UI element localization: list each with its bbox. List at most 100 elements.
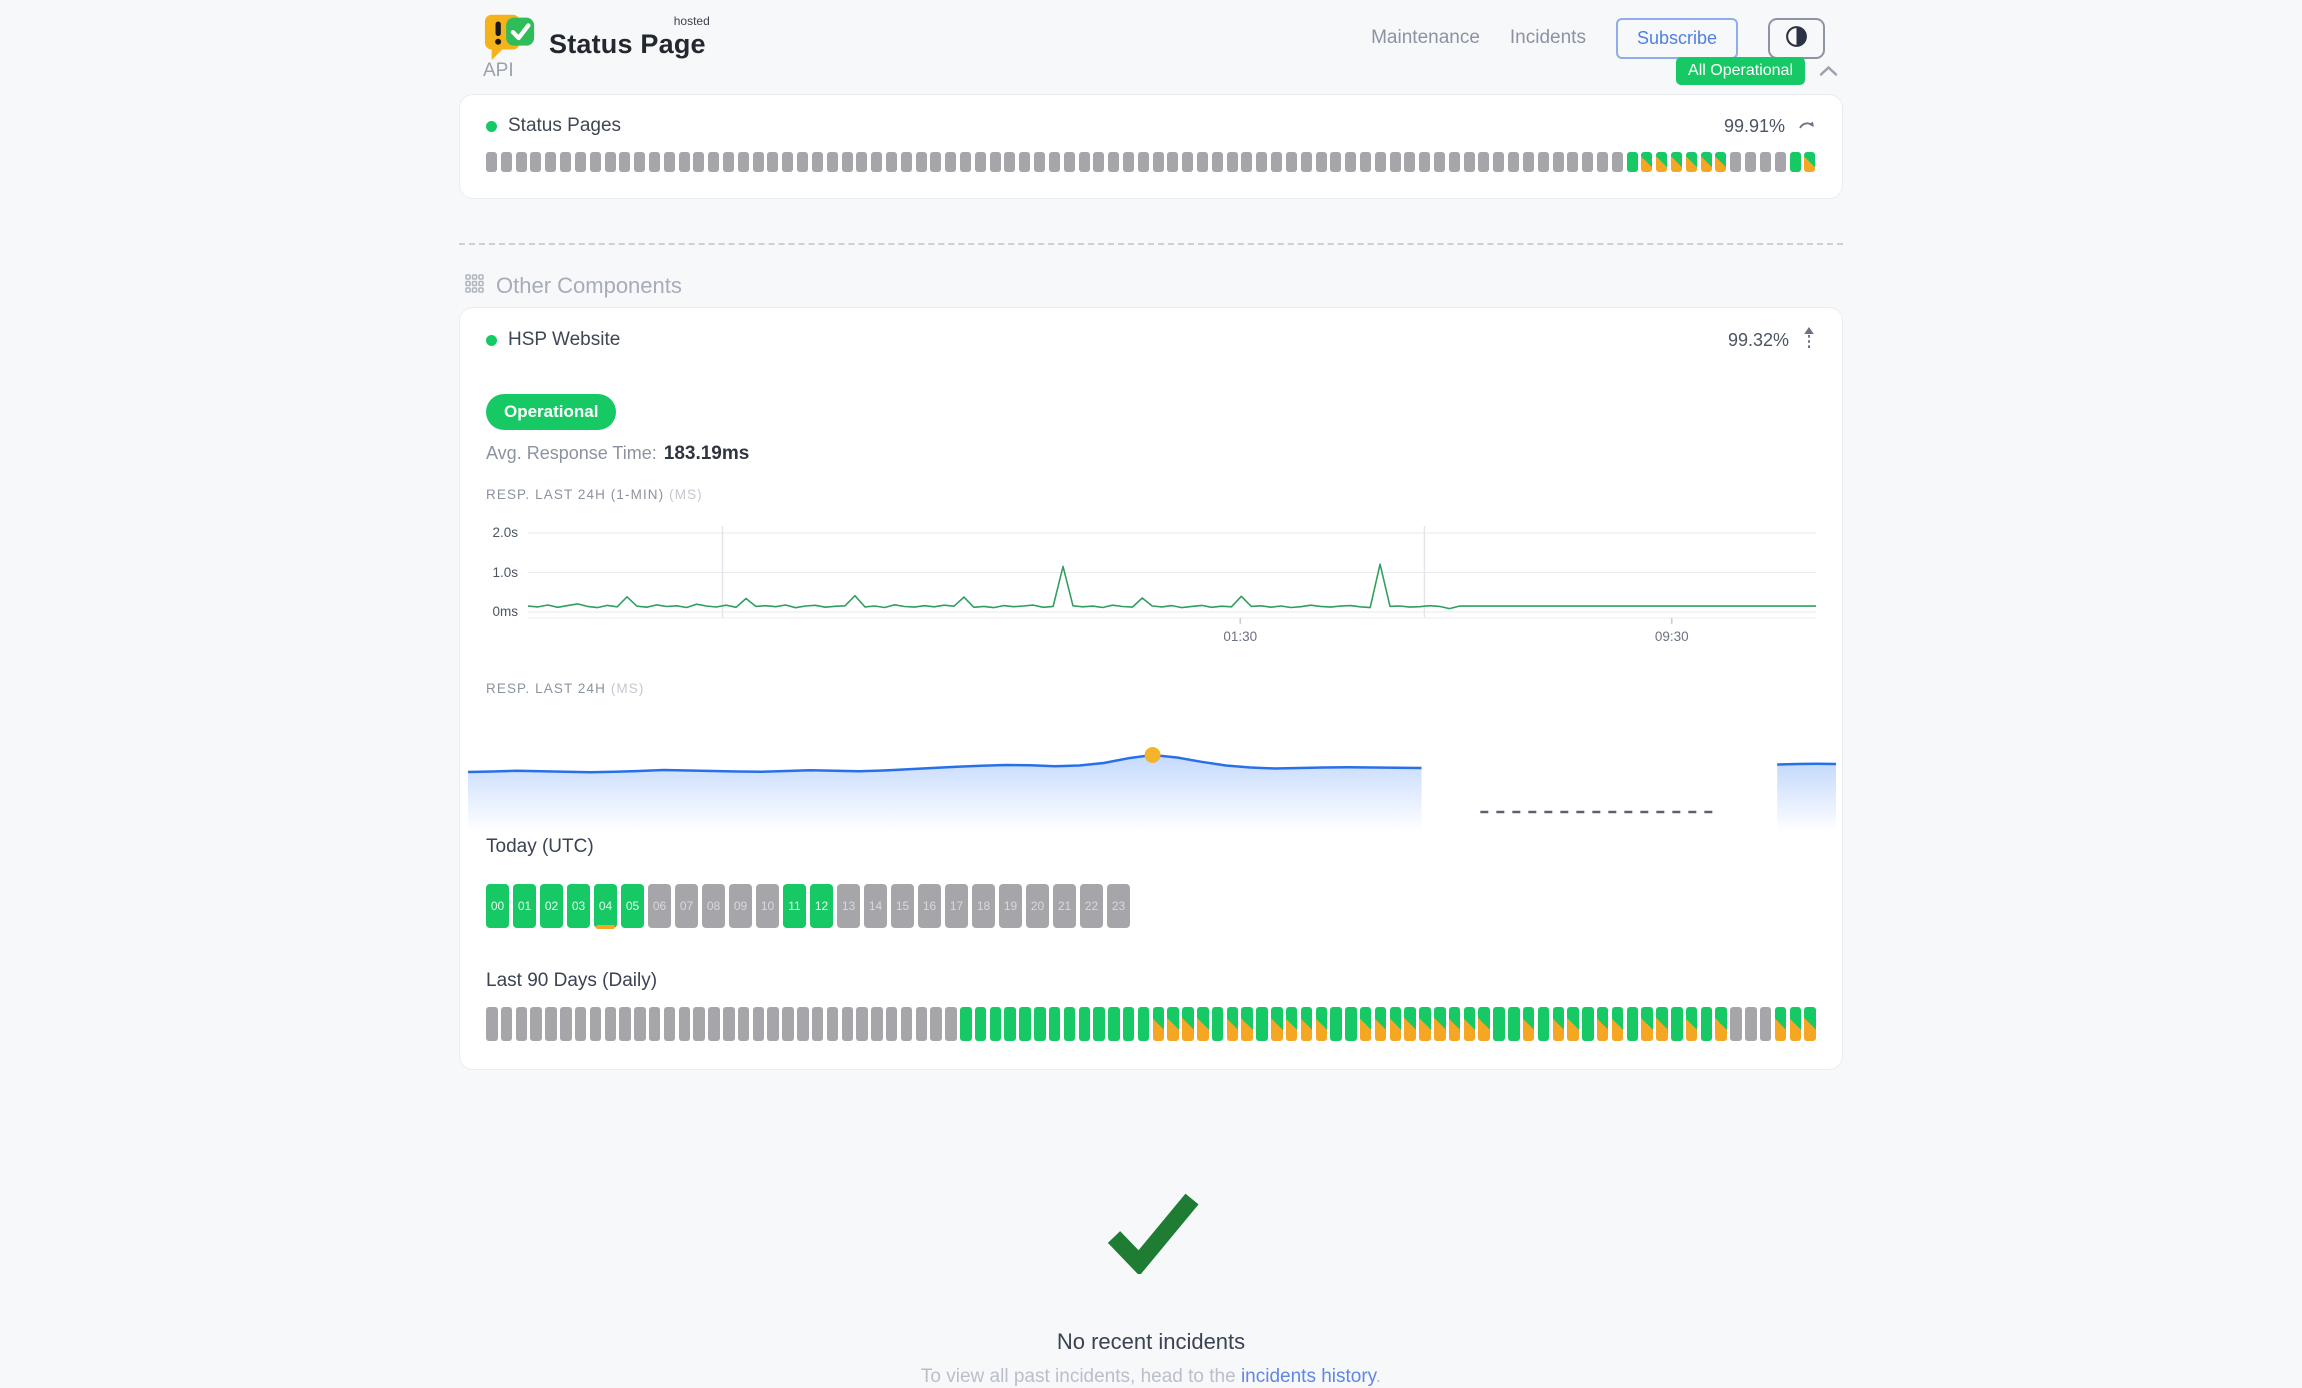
uptime-cell-na[interactable]	[1419, 152, 1431, 172]
hour-block-19[interactable]: 19	[999, 884, 1022, 928]
uptime-cell-na[interactable]	[486, 1007, 498, 1041]
uptime-cell-na[interactable]	[960, 152, 971, 172]
uptime-cell-na[interactable]	[1137, 152, 1149, 172]
hour-block-11[interactable]: 11	[783, 884, 806, 928]
uptime-cell-na[interactable]	[663, 152, 675, 172]
subscribe-button[interactable]: Subscribe	[1615, 17, 1738, 59]
uptime-cell-deg[interactable]	[1596, 1007, 1609, 1041]
uptime-cell-ok[interactable]	[1789, 152, 1801, 172]
uptime-cell-ok[interactable]	[1137, 1007, 1150, 1041]
uptime-cell-na[interactable]	[782, 1007, 794, 1041]
uptime-cell-ok[interactable]	[1078, 1007, 1090, 1041]
uptime-cell-na[interactable]	[1596, 152, 1608, 172]
uptime-cell-ok[interactable]	[1582, 1007, 1594, 1041]
uptime-cell-ok[interactable]	[1108, 1007, 1120, 1041]
uptime-cell-deg[interactable]	[1685, 1007, 1698, 1041]
uptime-cell-na[interactable]	[1730, 152, 1742, 172]
uptime-cell-na[interactable]	[589, 152, 601, 172]
uptime-cell-na[interactable]	[1404, 152, 1416, 172]
uptime-cell-na[interactable]	[708, 1007, 720, 1041]
uptime-cell-ok[interactable]	[1330, 1007, 1342, 1041]
uptime-cell-na[interactable]	[752, 1007, 765, 1041]
uptime-cell-ok[interactable]	[960, 1007, 972, 1041]
uptime-cell-na[interactable]	[1345, 152, 1357, 172]
uptime-cell-ok[interactable]	[1004, 1007, 1016, 1041]
hour-block-00[interactable]: 00	[486, 884, 509, 928]
logo[interactable]: hosted Status Page	[483, 9, 710, 68]
uptime-cell-na[interactable]	[634, 1007, 646, 1041]
uptime-cell-deg[interactable]	[1300, 1007, 1313, 1041]
uptime-cell-na[interactable]	[515, 152, 527, 172]
chart2-highlight-dot[interactable]	[1144, 747, 1161, 763]
hour-block-16[interactable]: 16	[918, 884, 941, 928]
hour-block-20[interactable]: 20	[1026, 884, 1049, 928]
uptime-cell-na[interactable]	[930, 152, 942, 172]
uptime-cell-ok[interactable]	[974, 1007, 987, 1041]
uptime-cell-na[interactable]	[545, 1007, 557, 1041]
uptime-cell-na[interactable]	[826, 1007, 839, 1041]
uptime-cell-deg[interactable]	[1404, 1007, 1416, 1041]
uptime-cell-ok[interactable]	[1508, 1007, 1520, 1041]
uptime-cell-na[interactable]	[767, 152, 779, 172]
uptime-cell-ok[interactable]	[1122, 1007, 1135, 1041]
uptime-cell-na[interactable]	[1774, 152, 1786, 172]
uptime-cell-na[interactable]	[811, 152, 823, 172]
uptime-cell-na[interactable]	[619, 1007, 631, 1041]
uptime-cell-deg[interactable]	[1167, 1007, 1179, 1041]
response-minute-chart[interactable]: 2.0s 1.0s 0ms 01:30 09:30	[486, 525, 1816, 647]
uptime-cell-na[interactable]	[1063, 152, 1075, 172]
uptime-cell-na[interactable]	[1004, 152, 1016, 172]
uptime-cell-deg[interactable]	[1197, 1007, 1209, 1041]
uptime-cell-na[interactable]	[1152, 152, 1164, 172]
uptime-cell-na[interactable]	[723, 1007, 735, 1041]
uptime-cell-na[interactable]	[1745, 1007, 1757, 1041]
scroll-top-arrow-icon[interactable]	[1802, 326, 1816, 354]
uptime-cell-na[interactable]	[1048, 152, 1060, 172]
uptime-cell-na[interactable]	[1730, 1007, 1742, 1041]
uptime-cell-na[interactable]	[619, 152, 631, 172]
uptime-cell-ok[interactable]	[1063, 1007, 1076, 1041]
uptime-cell-deg[interactable]	[1774, 1007, 1787, 1041]
uptime-cell-na[interactable]	[574, 1007, 587, 1041]
uptime-cell-ok[interactable]	[1256, 1007, 1268, 1041]
uptime-cell-deg[interactable]	[1804, 1007, 1816, 1041]
uptime-cell-na[interactable]	[1389, 152, 1401, 172]
uptime-cell-na[interactable]	[693, 1007, 705, 1041]
hour-block-14[interactable]: 14	[864, 884, 887, 928]
uptime-cell-na[interactable]	[1522, 152, 1534, 172]
uptime-cell-ok[interactable]	[1034, 1007, 1046, 1041]
hour-block-07[interactable]: 07	[675, 884, 698, 928]
uptime-cell-deg[interactable]	[1241, 1007, 1253, 1041]
uptime-cell-deg[interactable]	[1226, 1007, 1239, 1041]
uptime-cell-na[interactable]	[678, 152, 690, 172]
uptime-cell-na[interactable]	[1167, 152, 1179, 172]
uptime-cell-na[interactable]	[797, 152, 809, 172]
incidents-history-link[interactable]: incidents history	[1240, 1366, 1376, 1387]
uptime-cell-deg[interactable]	[1152, 1007, 1165, 1041]
uptime-cell-deg[interactable]	[1656, 1007, 1668, 1041]
uptime-cell-na[interactable]	[500, 1007, 513, 1041]
uptime-cell-deg[interactable]	[1271, 1007, 1283, 1041]
uptime-cell-deg[interactable]	[1182, 1007, 1194, 1041]
uptime-cell-na[interactable]	[1493, 152, 1505, 172]
uptime-cell-na[interactable]	[1271, 152, 1283, 172]
uptime-cell-na[interactable]	[1182, 152, 1194, 172]
uptime-cell-deg[interactable]	[1700, 152, 1712, 172]
uptime-cell-deg[interactable]	[1463, 1007, 1476, 1041]
uptime-cell-na[interactable]	[1019, 152, 1031, 172]
uptime-cell-na[interactable]	[604, 1007, 616, 1041]
uptime-cell-na[interactable]	[930, 1007, 942, 1041]
hour-block-09[interactable]: 09	[729, 884, 752, 928]
hour-block-02[interactable]: 02	[540, 884, 563, 928]
uptime-cell-na[interactable]	[723, 152, 734, 172]
uptime-cell-na[interactable]	[915, 152, 927, 172]
uptime-cell-ok[interactable]	[1093, 1007, 1105, 1041]
uptime-cell-deg[interactable]	[1315, 1007, 1327, 1041]
uptime-cell-ok[interactable]	[1537, 1007, 1550, 1041]
uptime-cell-na[interactable]	[1611, 152, 1623, 172]
uptime-cell-na[interactable]	[900, 152, 912, 172]
uptime-cell-ok[interactable]	[1700, 1007, 1713, 1041]
uptime-cell-deg[interactable]	[1804, 152, 1816, 172]
uptime-cell-deg[interactable]	[1789, 1007, 1801, 1041]
uptime-cell-na[interactable]	[1226, 152, 1238, 172]
